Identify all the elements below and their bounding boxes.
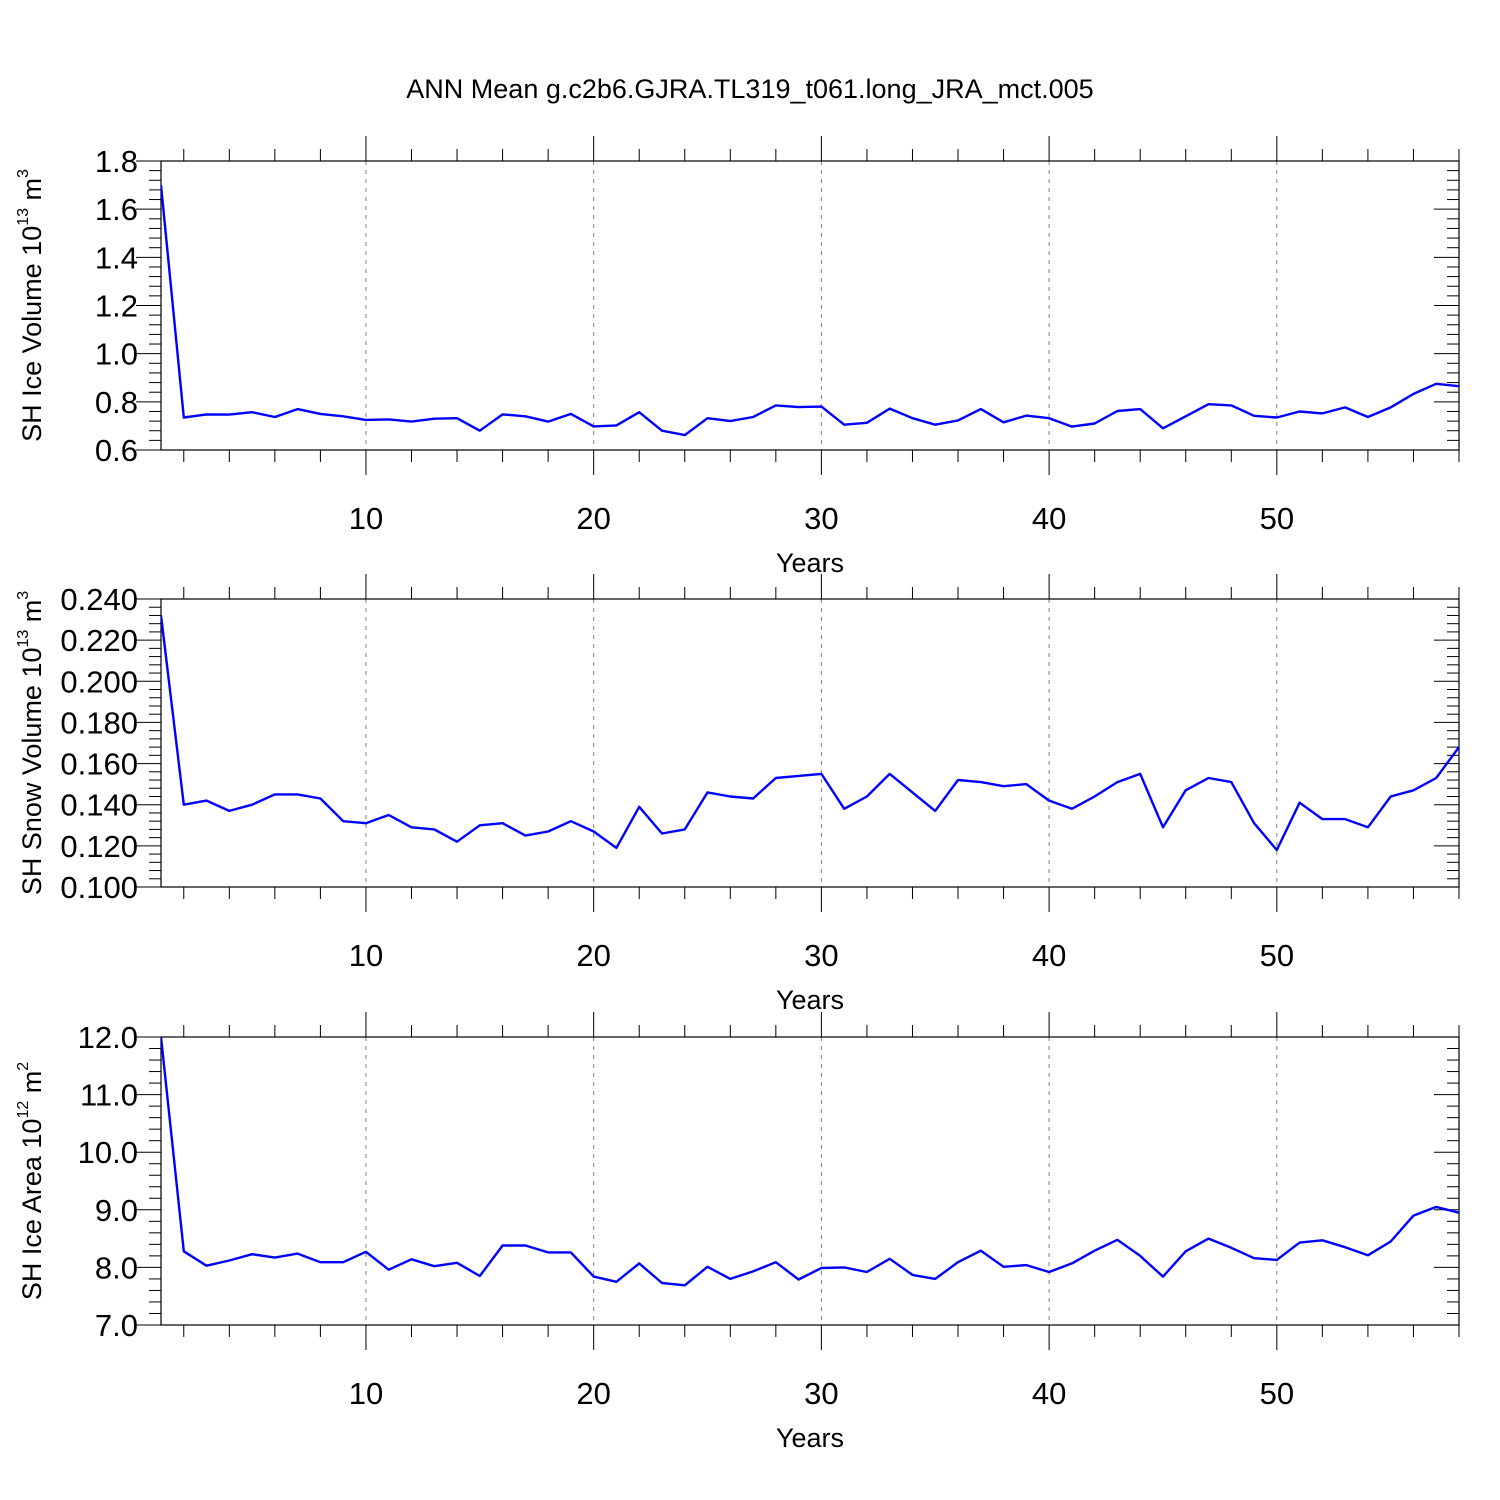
- y-tick-label: 0.6: [95, 433, 138, 468]
- y-tick-label: 0.140: [60, 788, 138, 823]
- y-axis-label-text: SH Ice Area 10: [17, 1119, 47, 1301]
- x-tick-label: 50: [1260, 501, 1294, 536]
- y-tick-label: 9.0: [95, 1193, 138, 1228]
- y-tick-label: 7.0: [95, 1308, 138, 1343]
- x-axis-label: Years: [776, 548, 844, 578]
- x-tick-label: 10: [349, 938, 383, 973]
- plot-frame: [160, 160, 1460, 451]
- y-axis-label-unit-exponent: 3: [15, 591, 32, 600]
- x-tick-label: 40: [1032, 1376, 1066, 1411]
- plot-frame: [160, 1036, 1460, 1326]
- y-axis-label: SH Ice Area 1012 m2: [15, 1062, 47, 1300]
- x-tick-label: 50: [1260, 938, 1294, 973]
- y-axis-label-unit-exponent: 3: [15, 169, 32, 178]
- y-tick-label: 0.180: [60, 705, 138, 740]
- y-tick-label: 0.8: [95, 385, 138, 420]
- x-tick-label: 20: [576, 938, 610, 973]
- y-axis-label-unit-exponent: 2: [15, 1062, 32, 1071]
- x-tick-label: 10: [349, 501, 383, 536]
- x-tick-label: 30: [804, 1376, 838, 1411]
- y-tick-label: 0.240: [60, 582, 138, 617]
- x-axis-label: Years: [776, 1423, 844, 1453]
- x-tick-label: 30: [804, 501, 838, 536]
- y-axis-label-text: SH Snow Volume 10: [17, 648, 47, 896]
- series-line: [161, 184, 1459, 437]
- x-tick-label: 50: [1260, 1376, 1294, 1411]
- y-axis-label: SH Snow Volume 1013 m3: [15, 591, 47, 895]
- x-tick-label: 30: [804, 938, 838, 973]
- y-axis-label-unit: m: [17, 1071, 47, 1101]
- y-axis-label-exponent: 12: [15, 1101, 32, 1119]
- y-tick-label: 12.0: [78, 1020, 138, 1055]
- y-tick-label: 11.0: [80, 1078, 138, 1113]
- x-axis-label: Years: [776, 985, 844, 1015]
- y-axis-label-unit: m: [17, 600, 47, 630]
- x-tick-label: 10: [349, 1376, 383, 1411]
- y-tick-label: 1.6: [95, 192, 138, 227]
- panel-3: 7.0 8.0 9.0 10.0 11.0 12.0 10 20 30 40 50 Years SH I…: [15, 1012, 1460, 1453]
- x-tick-label: 20: [576, 1376, 610, 1411]
- x-tick-label: 20: [576, 501, 610, 536]
- y-tick-label: 1.4: [95, 240, 138, 275]
- y-tick-label: 0.160: [60, 747, 138, 782]
- y-tick-label: 1.8: [95, 144, 138, 179]
- series-line: [161, 615, 1459, 852]
- x-tick-label: 40: [1032, 938, 1066, 973]
- y-tick-label: 1.0: [95, 337, 138, 372]
- y-axis-label-exponent: 13: [15, 630, 32, 648]
- plot-frame: [160, 598, 1460, 888]
- y-tick-label: 0.100: [60, 870, 138, 905]
- y-axis-label-exponent: 13: [15, 208, 32, 226]
- y-tick-label: 0.120: [60, 829, 138, 864]
- panel-1: 0.6 0.8 1.0 1.2 1.4 1.6 1.8 10 20 30 40 50 Years SH I…: [15, 136, 1460, 578]
- series-line: [161, 1037, 1459, 1287]
- figure-title: ANN Mean g.c2b6.GJRA.TL319_t061.long_JRA…: [406, 74, 1093, 104]
- panel-2: 0.100 0.120 0.140 0.160 0.180 0.200 0.220 0.240…: [15, 574, 1460, 1015]
- y-tick-label: 10.0: [78, 1135, 138, 1170]
- y-axis-label-text: SH Ice Volume 10: [17, 226, 47, 442]
- y-tick-label: 0.220: [60, 623, 138, 658]
- y-tick-label: 1.2: [95, 289, 138, 324]
- x-tick-label: 40: [1032, 501, 1066, 536]
- y-axis-label: SH Ice Volume 1013 m3: [15, 169, 47, 442]
- y-tick-label: 8.0: [95, 1250, 138, 1285]
- y-tick-label: 0.200: [60, 664, 138, 699]
- y-axis-label-unit: m: [17, 178, 47, 208]
